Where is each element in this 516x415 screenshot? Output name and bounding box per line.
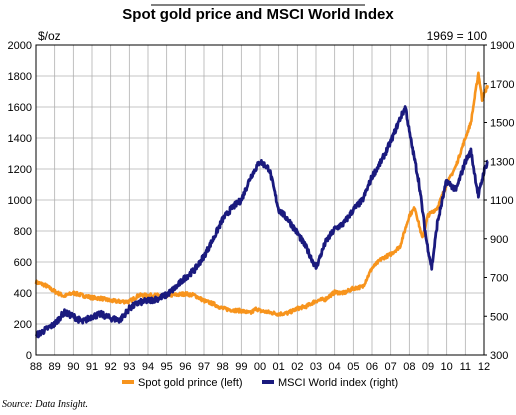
right-tick-label: 1900 (490, 40, 514, 52)
x-tick-label: 11 (460, 361, 471, 373)
left-tick-label: 1000 (8, 195, 32, 207)
gold-price-line (34, 71, 489, 317)
x-tick-label: 92 (105, 361, 117, 373)
left-tick-label: 2000 (8, 40, 32, 52)
x-tick-label: 94 (142, 361, 154, 373)
legend-label-msci: MSCI World index (right) (278, 377, 398, 389)
msci-world-line (35, 105, 489, 339)
x-tick-label: 04 (329, 361, 341, 373)
x-tick-label: 05 (347, 361, 359, 373)
right-tick-label: 900 (490, 234, 508, 246)
x-tick-label: 97 (198, 361, 210, 373)
x-tick-label: 88 (30, 361, 42, 373)
x-tick-label: 06 (366, 361, 378, 373)
right-tick-label: 1500 (490, 118, 514, 130)
series-layer (34, 71, 489, 339)
right-tick-label: 500 (490, 311, 508, 323)
x-tick-label: 95 (161, 361, 173, 373)
left-tick-label: 0 (26, 350, 32, 362)
left-tick-label: 1800 (8, 71, 32, 83)
x-tick-label: 98 (217, 361, 229, 373)
x-tick-label: 10 (441, 361, 453, 373)
x-tick-label: 09 (422, 361, 434, 373)
right-tick-label: 1700 (490, 79, 514, 91)
right-tick-label: 700 (490, 273, 508, 285)
x-tick-label: 91 (86, 361, 98, 373)
x-tick-label: 93 (123, 361, 135, 373)
x-tick-label: 08 (403, 361, 415, 373)
legend-label-gold: Spot gold prince (left) (138, 377, 243, 389)
x-tick-label: 02 (291, 361, 303, 373)
source-note: Source: Data Insight. (2, 399, 88, 410)
x-tick-label: 03 (310, 361, 322, 373)
x-tick-label: 89 (49, 361, 61, 373)
right-tick-label: 1100 (490, 195, 514, 207)
x-tick-label: 01 (273, 361, 285, 373)
x-tick-label: 12 (478, 361, 490, 373)
left-tick-label: 200 (14, 319, 32, 331)
right-tick-label: 300 (490, 350, 508, 362)
left-tick-label: 600 (14, 257, 32, 269)
axis-ticks: 0200400600800100012001400160018002000300… (8, 40, 515, 373)
x-tick-label: 00 (254, 361, 266, 373)
left-axis-unit: $/oz (38, 29, 61, 43)
x-tick-label: 99 (235, 361, 247, 373)
left-tick-label: 800 (14, 226, 32, 238)
left-tick-label: 400 (14, 288, 32, 300)
left-tick-label: 1600 (8, 102, 32, 114)
left-tick-label: 1400 (8, 133, 32, 145)
right-tick-label: 1300 (490, 156, 514, 168)
right-axis-unit: 1969 = 100 (427, 29, 488, 43)
chart-title: Spot gold price and MSCI World Index (122, 6, 394, 23)
left-tick-label: 1200 (8, 164, 32, 176)
x-tick-label: 90 (67, 361, 79, 373)
legend: Spot gold prince (left) MSCI World index … (122, 377, 398, 389)
x-tick-label: 07 (385, 361, 397, 373)
x-tick-label: 96 (179, 361, 191, 373)
